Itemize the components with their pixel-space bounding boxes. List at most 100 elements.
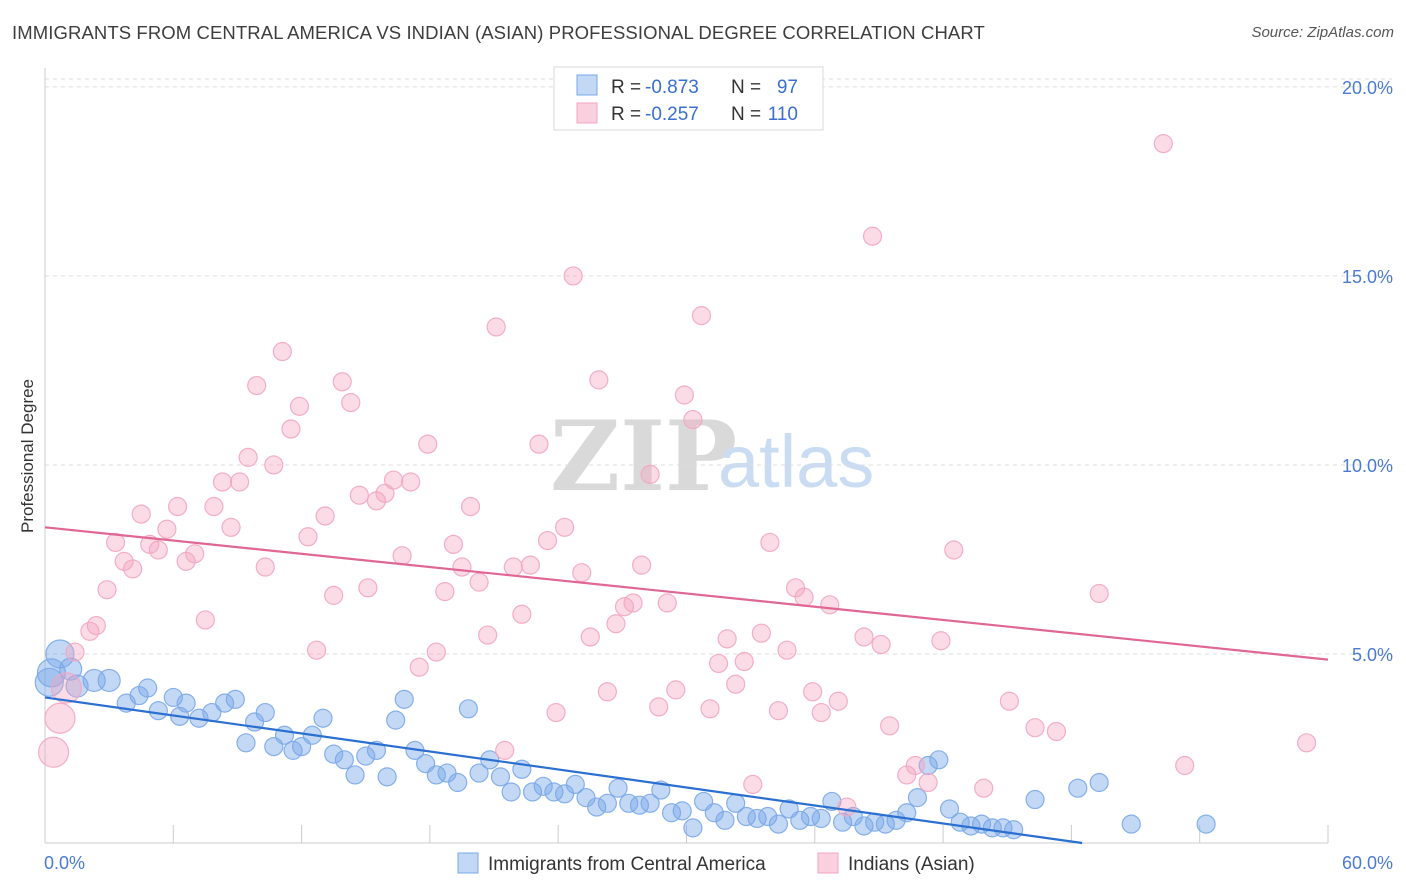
central-america-point-36 xyxy=(437,763,457,783)
indians-asian-point-30 xyxy=(306,640,327,660)
indians-asian-point-41 xyxy=(401,472,421,492)
indians-asian-point-67 xyxy=(623,593,643,613)
indians-asian-point-21 xyxy=(229,472,250,492)
indians-asian-point-31 xyxy=(315,506,335,526)
central-america-point-8 xyxy=(148,701,168,721)
central-america-point-96 xyxy=(65,674,89,698)
indians-asian-point-70 xyxy=(649,697,669,717)
indians-asian-point-108 xyxy=(1175,755,1195,776)
indians-asian-point-77 xyxy=(708,653,729,674)
indians-asian-point-17 xyxy=(195,610,215,630)
watermark-zip: ZIP xyxy=(550,400,737,513)
indians-asian-point-100 xyxy=(931,631,951,651)
central-america-point-27 xyxy=(345,765,365,785)
indians-asian-point-39 xyxy=(383,470,404,490)
indians-asian-point-43 xyxy=(418,434,438,454)
indians-asian-point-81 xyxy=(743,774,763,795)
indians-asian-point-58 xyxy=(546,702,566,723)
series-central-america-points xyxy=(34,639,1216,840)
indians-asian-point-80 xyxy=(734,651,754,672)
indians-asian-point-88 xyxy=(803,682,823,702)
indians-asian-point-75 xyxy=(691,306,712,326)
indians-asian-point-85 xyxy=(777,640,797,660)
indians-asian-point-62 xyxy=(580,627,600,647)
indians-asian-point-46 xyxy=(443,534,464,554)
indians-asian-point-22 xyxy=(238,447,258,467)
central-america-point-16 xyxy=(236,733,256,753)
central-america-point-11 xyxy=(176,693,196,713)
indians-asian-point-74 xyxy=(683,409,703,430)
indians-asian-point-83 xyxy=(760,532,780,553)
trend-line-indians-asian xyxy=(44,526,1329,661)
indians-asian-point-10 xyxy=(131,504,151,524)
central-america-point-61 xyxy=(704,803,724,823)
indians-asian-point-89 xyxy=(811,702,831,723)
indians-asian-point-12 xyxy=(148,540,168,560)
indians-asian-point-104 xyxy=(1025,718,1045,738)
indians-asian-point-92 xyxy=(837,797,857,817)
indians-asian-point-106 xyxy=(1089,583,1109,604)
indians-asian-point-76 xyxy=(700,699,720,719)
indians-asian-point-94 xyxy=(862,226,883,246)
bottom-legend-swatch-indians-asian xyxy=(817,852,839,874)
central-america-point-45 xyxy=(533,776,553,796)
central-america-point-44 xyxy=(522,782,543,802)
legend-n-label-0: N = xyxy=(731,77,761,98)
bottom-legend-label-central-america: Immigrants from Central America xyxy=(488,854,766,875)
indians-asian-point-102 xyxy=(974,778,994,798)
indians-asian-point-29 xyxy=(298,527,318,547)
indians-asian-point-63 xyxy=(589,370,609,390)
indians-asian-point-40 xyxy=(392,546,412,566)
indians-asian-point-42 xyxy=(409,657,429,677)
legend-r-label-0: R = xyxy=(611,77,641,98)
indians-asian-point-65 xyxy=(606,614,626,634)
indians-asian-point-28 xyxy=(289,396,310,416)
legend-n-value-1: 110 xyxy=(768,104,798,125)
trend-lines xyxy=(44,526,1329,845)
indians-asian-point-5 xyxy=(86,616,106,636)
indians-asian-point-96 xyxy=(880,716,900,736)
central-america-point-82 xyxy=(929,750,949,770)
indians-asian-point-49 xyxy=(469,572,489,592)
indians-asian-point-34 xyxy=(341,392,361,413)
central-america-point-32 xyxy=(394,689,414,709)
central-america-point-69 xyxy=(790,810,810,830)
central-america-point-90 xyxy=(1025,789,1045,810)
central-america-point-41 xyxy=(490,767,511,787)
central-america-point-72 xyxy=(822,791,842,812)
indians-asian-point-35 xyxy=(349,485,369,505)
central-america-point-38 xyxy=(458,699,478,719)
y-tick-label-2: 15.0% xyxy=(1342,267,1393,287)
indians-asian-point-18 xyxy=(204,496,224,517)
legend-r-value-0: -0.873 xyxy=(645,77,699,98)
central-america-point-18 xyxy=(255,702,275,723)
indians-asian-point-72 xyxy=(666,680,686,700)
indians-asian-point-44 xyxy=(426,642,446,662)
x-tick-label-max: 60.0% xyxy=(1342,853,1393,873)
central-america-point-91 xyxy=(1068,778,1088,798)
indians-asian-point-57 xyxy=(537,530,558,551)
central-america-point-80 xyxy=(907,788,928,808)
central-america-point-51 xyxy=(597,793,617,813)
central-america-point-75 xyxy=(854,816,874,836)
indians-asian-point-91 xyxy=(828,691,848,711)
indians-asian-point-45 xyxy=(435,581,455,602)
central-america-point-49 xyxy=(576,788,596,808)
indians-asian-point-26 xyxy=(272,341,292,362)
indians-asian-point-52 xyxy=(495,740,515,760)
source-label: Source: ZipAtlas.com xyxy=(1251,24,1394,41)
indians-asian-point-19 xyxy=(212,472,233,492)
central-america-point-83 xyxy=(939,799,960,819)
indians-asian-point-51 xyxy=(486,317,506,337)
indians-asian-point-14 xyxy=(167,496,188,517)
indians-asian-point-101 xyxy=(944,540,964,560)
central-america-point-7 xyxy=(138,678,158,698)
central-america-point-4 xyxy=(97,668,121,693)
central-america-point-31 xyxy=(386,710,406,730)
y-tick-label-1: 10.0% xyxy=(1342,456,1393,476)
indians-asian-point-93 xyxy=(854,627,874,647)
central-america-point-66 xyxy=(758,806,778,827)
central-america-point-39 xyxy=(469,763,489,783)
indians-asian-point-55 xyxy=(520,555,541,575)
